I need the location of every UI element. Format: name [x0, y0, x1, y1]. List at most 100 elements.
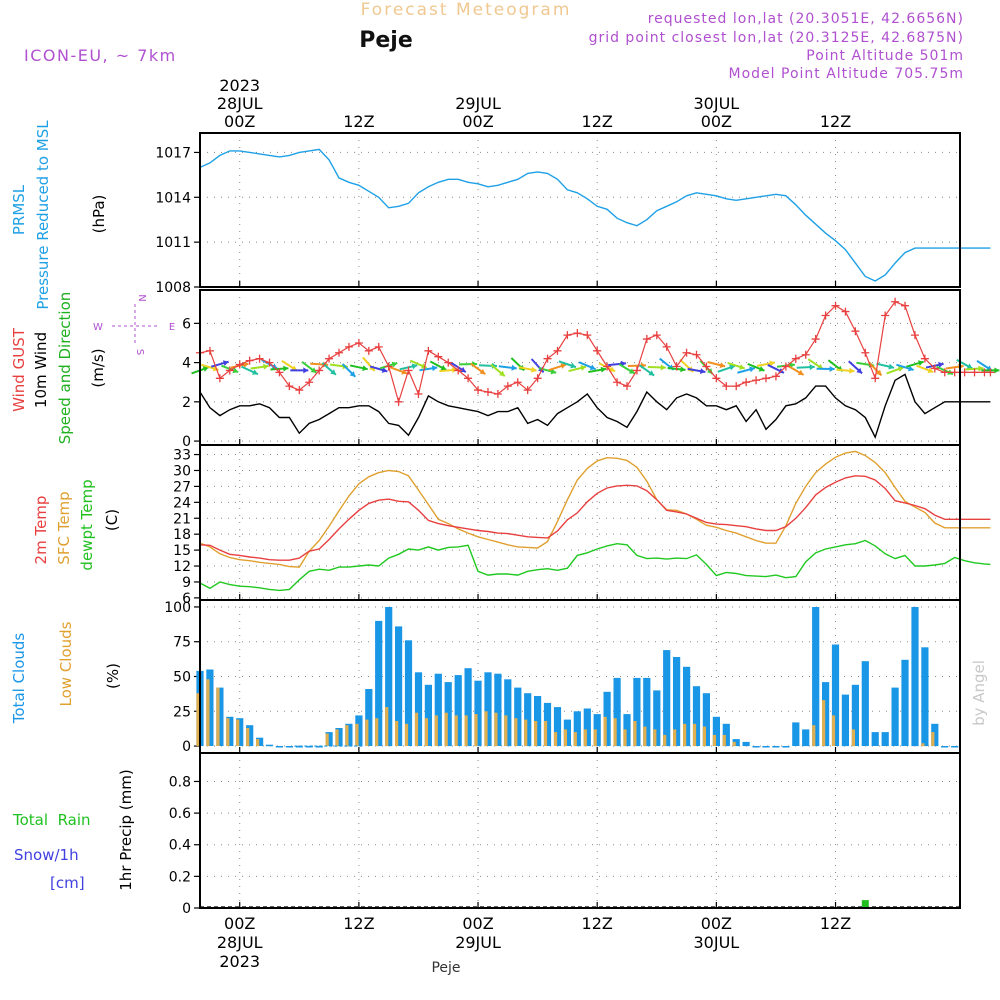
wind-arrow — [727, 361, 746, 370]
model-altitude: Model Point Altitude 705.75m — [729, 66, 964, 82]
total-cloud-bar — [831, 644, 840, 746]
total-cloud-bar — [663, 650, 671, 747]
wind-arrow — [558, 360, 577, 369]
bottom-time-label: 2023 — [219, 952, 260, 971]
snow-label: Snow/1h — [14, 846, 79, 864]
prmsl-series-line — [199, 148, 991, 282]
gust-marker — [464, 374, 473, 383]
total-cloud-bar — [285, 746, 293, 748]
y-tick-label: 2 — [182, 395, 191, 411]
low-cloud-bar — [702, 726, 706, 747]
wind-arrow — [747, 363, 765, 372]
total-cloud-bar — [454, 675, 462, 746]
gust-marker — [910, 331, 919, 340]
gust-marker — [811, 335, 820, 344]
gust-marker — [563, 331, 572, 340]
total-cloud-bar — [534, 696, 542, 747]
gust-marker — [732, 382, 741, 391]
wind-arrow-head — [263, 363, 269, 370]
total-cloud-bar — [623, 714, 631, 747]
wind-arrow-head — [499, 370, 505, 377]
bottom-time-label: 00Z — [462, 914, 493, 933]
total-cloud-bar — [732, 739, 740, 747]
y-tick-label: 0.2 — [169, 869, 191, 885]
wind-arrow-head — [729, 364, 735, 371]
total-cloud-bar — [295, 746, 303, 748]
bottom-time-label: 12Z — [343, 914, 374, 933]
gust-marker — [275, 368, 284, 377]
low-cloud-bar — [226, 718, 230, 746]
sfc-temp-line — [199, 450, 991, 568]
gust-marker — [781, 362, 790, 371]
total-cloud-bar — [355, 715, 363, 746]
compass-east: E — [169, 322, 175, 333]
t2m-label: 2m Temp — [32, 496, 50, 565]
low-cloud-bar — [812, 725, 816, 747]
wind-arrow-head — [420, 363, 427, 369]
wind-arrow — [241, 365, 259, 376]
bottom-time-label: 00Z — [701, 914, 732, 933]
gust-marker — [434, 352, 443, 361]
gust-marker — [791, 354, 800, 363]
low-cloud-bar — [206, 679, 210, 747]
wind10-series-line — [199, 373, 991, 440]
gust-marker — [901, 301, 910, 310]
bottom-time-label: 28JUL — [217, 933, 263, 952]
wind-arrow-head — [232, 367, 239, 374]
total-cloud-bar — [712, 716, 720, 746]
compass-north: N — [136, 294, 147, 301]
gust-marker — [573, 329, 582, 338]
wind-arrow — [796, 364, 815, 371]
gust-marker — [533, 374, 542, 383]
y-tick-label: 0.6 — [169, 806, 191, 822]
wind-arrow — [301, 361, 317, 374]
total-cloud-bar — [772, 746, 780, 748]
low-cloud-bar — [573, 732, 577, 746]
y-tick-label: 1008 — [155, 280, 191, 296]
wind-arrow-head — [310, 367, 317, 373]
gust-marker — [950, 368, 959, 377]
wind-arrow-head — [758, 366, 765, 372]
gust-marker — [404, 366, 413, 375]
total-cloud-bar — [385, 607, 393, 747]
low-cloud-bar — [534, 721, 538, 746]
total-cloud-bar — [742, 741, 750, 747]
low-cloud-bar — [692, 723, 697, 747]
y-tick-label: 21 — [173, 511, 191, 527]
location-title: Peje — [359, 28, 413, 53]
wind-gust-label: Wind GUST — [10, 327, 28, 412]
y-tick-label: 0 — [182, 434, 191, 450]
watermark: by Angel — [970, 660, 988, 726]
top-time-label: 00Z — [462, 112, 493, 131]
y-tick-label: 1011 — [155, 235, 191, 251]
total-cloud-bar — [464, 668, 472, 747]
low-cloud-bar — [524, 719, 528, 746]
wind-arrow-head — [938, 361, 944, 368]
wind-arrow — [210, 360, 229, 368]
bottom-time-label: 12Z — [582, 914, 613, 933]
total-cloud-bar — [822, 682, 830, 747]
total-cloud-bar — [931, 723, 939, 747]
wind-compass: W E N S — [93, 294, 175, 355]
wind-arrow-head — [778, 367, 784, 374]
wind-arrow-head — [829, 365, 835, 372]
gust-marker — [474, 386, 483, 395]
wind-arrow-head — [875, 369, 882, 376]
low-cloud-bar — [663, 734, 667, 746]
gust-marker — [722, 382, 731, 391]
low-cloud-bar — [474, 714, 478, 747]
total-cloud-bar — [802, 729, 810, 747]
wind-arrow — [787, 365, 805, 376]
low-cloud-bar — [404, 723, 409, 747]
wind-arrow-head — [330, 369, 336, 375]
wind-arrow — [470, 362, 486, 375]
gust-marker — [305, 378, 314, 387]
wind-arrow-head — [560, 363, 567, 369]
wind-arrow-head — [856, 367, 863, 374]
y-tick-label: 18 — [173, 527, 191, 543]
total-cloud-bar — [494, 673, 502, 746]
gust-marker — [255, 354, 264, 363]
total-cloud-bar — [206, 669, 214, 746]
wind-arrow-head — [897, 366, 904, 372]
